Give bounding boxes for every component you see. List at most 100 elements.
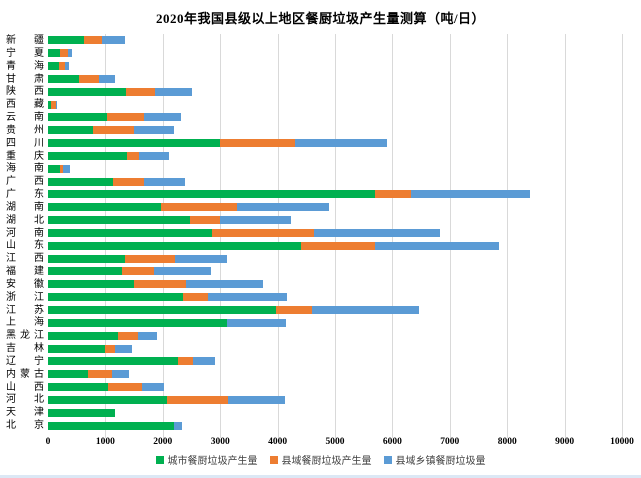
bar-segment: [219, 216, 292, 225]
bar-track: [48, 203, 622, 212]
bar-segment: [155, 87, 193, 96]
bar-segment: [153, 267, 211, 276]
x-tick-label-6000: 6000: [382, 437, 402, 447]
bar-row-广西: 广西: [6, 175, 622, 188]
bar-segment: [175, 254, 228, 263]
bar-row-重庆: 重庆: [6, 150, 622, 163]
bar-track: [48, 113, 622, 122]
bar-row-天津: 天津: [6, 406, 622, 419]
bar-track: [48, 36, 622, 45]
bar-segment: [48, 344, 106, 353]
bar-segment: [48, 421, 174, 430]
bar-segment: [48, 228, 213, 237]
grid-line-9000: [564, 34, 566, 438]
category-label: 广西: [6, 176, 44, 188]
bar-row-山东: 山东: [6, 239, 622, 252]
legend-label: 城市餐厨垃圾产生量: [167, 456, 258, 467]
bar-segment: [48, 126, 94, 135]
bar-track: [48, 293, 622, 302]
bar-segment: [228, 395, 286, 404]
bar-track: [48, 62, 622, 71]
legend-label: 县域餐厨垃圾产生量: [281, 456, 372, 467]
x-tick-label-3000: 3000: [210, 437, 230, 447]
legend-item: 城市餐厨垃圾产生量: [155, 452, 258, 467]
grid-line-8000: [507, 34, 509, 438]
bar-row-北京: 北京: [6, 419, 622, 432]
bar-track: [48, 49, 622, 58]
bar-track: [48, 357, 622, 366]
category-label: 贵州: [6, 124, 44, 136]
bar-track: [48, 100, 622, 109]
bar-segment: [118, 331, 139, 340]
bar-row-云南: 云南: [6, 111, 622, 124]
bar-track: [48, 395, 622, 404]
bar-segment: [48, 370, 88, 379]
bar-row-甘肃: 甘肃: [6, 73, 622, 86]
bar-track: [48, 87, 622, 96]
bar-row-浙江: 浙江: [6, 291, 622, 304]
bar-segment: [189, 216, 220, 225]
bar-segment: [138, 331, 158, 340]
bar-segment: [160, 203, 237, 212]
bar-row-新疆: 新疆: [6, 34, 622, 47]
bar-segment: [56, 100, 58, 109]
bar-segment: [115, 344, 132, 353]
bar-segment: [48, 293, 183, 302]
bar-segment: [48, 383, 109, 392]
category-label: 新疆: [6, 35, 44, 46]
bar-track: [48, 126, 622, 135]
bar-segment: [65, 62, 69, 71]
bar-row-陕西: 陕西: [6, 85, 622, 98]
bar-segment: [375, 190, 411, 199]
bar-row-山西: 山西: [6, 381, 622, 394]
bar-row-广东: 广东: [6, 188, 622, 201]
category-label: 陕西: [6, 86, 44, 98]
bar-segment: [48, 331, 119, 340]
legend: 城市餐厨垃圾产生量 县域餐厨垃圾产生量 县域乡镇餐厨垃圾量: [0, 452, 641, 467]
bar-row-西藏: 西藏: [6, 98, 622, 111]
bar-row-安徽: 安徽: [6, 278, 622, 291]
category-label: 云南: [6, 112, 44, 124]
x-tick-label-0: 0: [45, 437, 51, 447]
bar-segment: [173, 421, 183, 430]
bar-row-海南: 海南: [6, 162, 622, 175]
bar-segment: [48, 62, 59, 71]
bar-track: [48, 164, 622, 173]
bar-row-江西: 江西: [6, 252, 622, 265]
bar-segment: [108, 383, 142, 392]
bar-segment: [87, 370, 112, 379]
bar-segment: [48, 280, 135, 289]
window-bottom-edge: [0, 475, 641, 478]
category-label: 上海: [6, 317, 44, 329]
category-label: 湖南: [6, 201, 44, 213]
bar-segment: [107, 113, 144, 122]
x-tick-label-2000: 2000: [153, 437, 173, 447]
bar-track: [48, 241, 622, 250]
chart-title: 2020年我国县级以上地区餐厨垃圾产生量测算（吨/日）: [155, 11, 486, 26]
bar-segment: [410, 190, 531, 199]
bar-segment: [276, 306, 313, 314]
bar-segment: [48, 164, 61, 173]
bar-track: [48, 190, 622, 199]
bar-segment: [127, 151, 139, 160]
bar-row-福建: 福建: [6, 265, 622, 278]
bar-row-四川: 四川: [6, 137, 622, 150]
category-label: 青海: [6, 60, 44, 72]
category-label: 四川: [6, 137, 44, 149]
bar-segment: [48, 74, 79, 83]
bar-track: [48, 344, 622, 353]
legend-swatch-icon: [383, 455, 392, 464]
bar-row-青海: 青海: [6, 60, 622, 73]
bar-row-贵州: 贵州: [6, 124, 622, 137]
bar-segment: [133, 126, 174, 135]
grid-line-7000: [449, 34, 451, 438]
bar-segment: [144, 177, 185, 186]
category-label: 河南: [6, 227, 44, 239]
bar-segment: [192, 357, 216, 366]
bar-segment: [122, 267, 154, 276]
bar-segment: [178, 357, 193, 366]
bar-segment: [126, 87, 156, 96]
bar-segment: [208, 293, 287, 302]
category-label: 辽宁: [6, 355, 44, 367]
